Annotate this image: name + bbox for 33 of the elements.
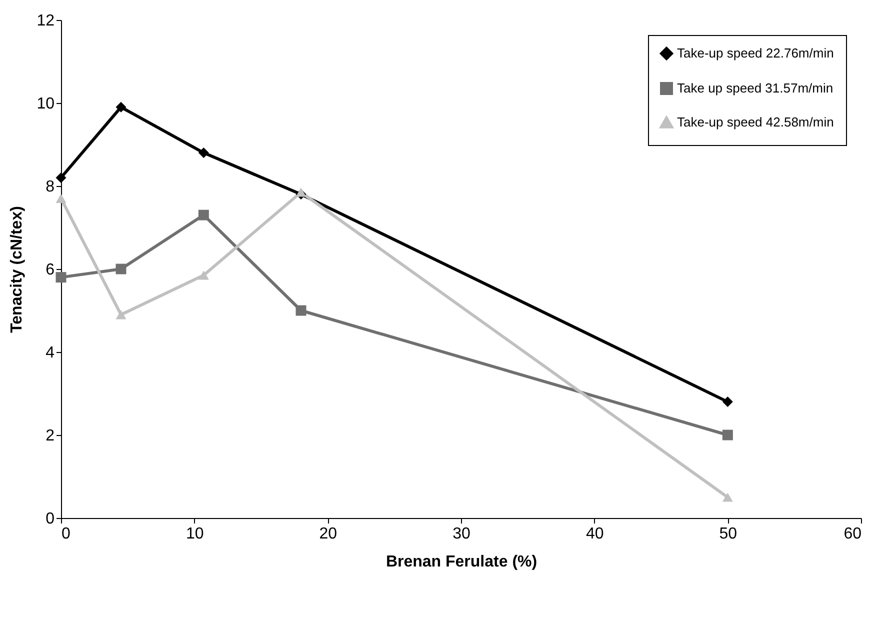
y-tick-label: 10 <box>36 96 55 112</box>
point <box>116 264 126 274</box>
point <box>198 148 209 158</box>
x-tick-label: 10 <box>186 526 204 542</box>
point <box>56 172 66 183</box>
y-axis-title: Tenacity (cN/tex) <box>8 206 26 333</box>
point <box>722 492 733 502</box>
x-tick-label: 50 <box>719 526 738 542</box>
point <box>56 272 66 283</box>
x-tick-label: 40 <box>586 526 604 542</box>
x-tick-label: 30 <box>452 526 470 542</box>
point <box>722 430 733 440</box>
y-tick-label: 12 <box>36 12 55 30</box>
y-tick-label: 8 <box>46 178 55 196</box>
point <box>198 210 209 220</box>
point <box>56 194 66 203</box>
point <box>296 188 306 197</box>
point <box>116 102 126 112</box>
y-tick-label: 2 <box>46 428 55 444</box>
x-axis-title: Brenan Ferulate (%) <box>386 554 538 570</box>
point <box>116 310 126 320</box>
legend-label: Take-up speed 22.76m/min <box>677 46 834 60</box>
y-tick-label: 4 <box>46 344 55 362</box>
point <box>198 270 209 280</box>
y-tick-label: 0 <box>46 510 55 528</box>
point <box>722 396 733 408</box>
y-tick-label: 6 <box>46 262 55 278</box>
x-tick-label: 20 <box>319 526 338 542</box>
legend-label: Take up speed 31.57m/min <box>677 80 834 96</box>
legend-label: Take-up speed 42.58m/min <box>677 114 834 130</box>
x-tick-label: 60 <box>844 526 862 542</box>
x-tick-label: 0 <box>62 526 70 542</box>
point <box>296 305 306 316</box>
